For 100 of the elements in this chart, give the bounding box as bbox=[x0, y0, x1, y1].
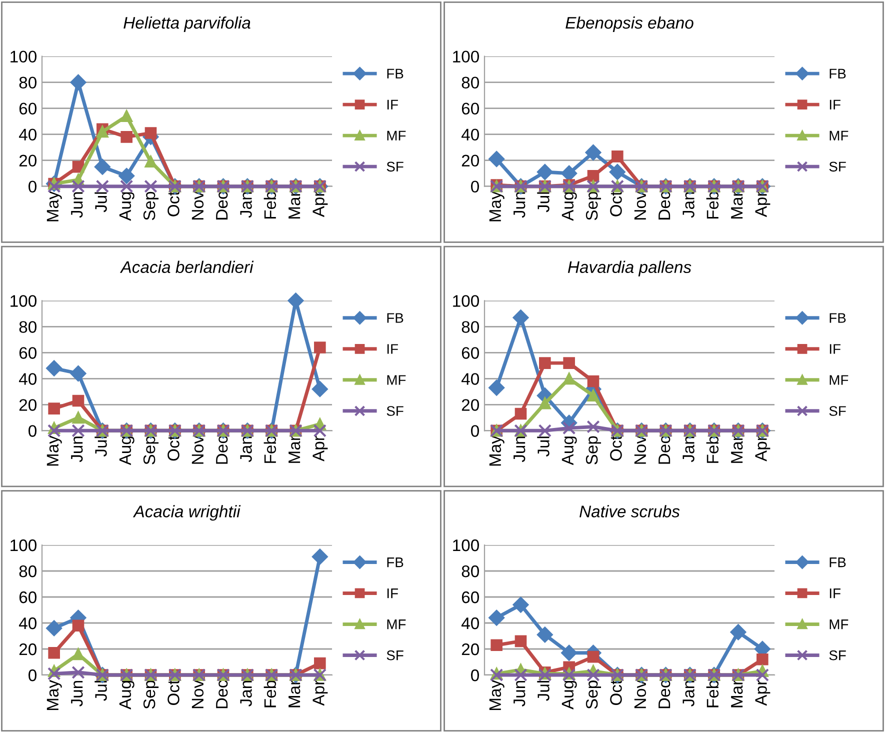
x-tick-label: Dec bbox=[216, 192, 228, 220]
legend-label: IF bbox=[830, 100, 840, 110]
x-tick-label: Dec bbox=[658, 680, 670, 708]
legend-label: SF bbox=[829, 406, 846, 416]
x-tick-label: Apr bbox=[755, 191, 770, 218]
legend-label: IF bbox=[387, 344, 398, 354]
y-tick-label: 20 bbox=[19, 154, 36, 167]
x-tick-label: Mar bbox=[731, 436, 743, 463]
y-tick-label: 100 bbox=[10, 539, 36, 552]
legend-label: MF bbox=[387, 375, 406, 385]
legend-label: FB bbox=[387, 68, 404, 78]
y-tick-label: 60 bbox=[19, 591, 36, 604]
legend-label: IF bbox=[387, 100, 398, 110]
x-tick-label: Jan bbox=[682, 192, 694, 218]
x-tick-label: Nov bbox=[192, 680, 204, 708]
y-tick-label: 0 bbox=[471, 669, 479, 682]
legend-label: MF bbox=[830, 620, 848, 630]
x-tick-label: Jan bbox=[682, 436, 694, 462]
y-tick-label: 60 bbox=[462, 591, 479, 604]
x-tick-label: Oct bbox=[610, 436, 622, 461]
x-tick-label: Dec bbox=[216, 680, 228, 708]
y-tick-label: 20 bbox=[462, 154, 479, 167]
x-tick-label: Apr bbox=[312, 680, 328, 706]
legend-label: IF bbox=[830, 344, 840, 354]
x-tick-label: Oct bbox=[168, 680, 180, 705]
y-tick-label: 100 bbox=[10, 295, 36, 307]
x-tick-label: Nov bbox=[192, 191, 204, 220]
x-tick-label: Jan bbox=[240, 680, 252, 706]
y-tick-label: 20 bbox=[19, 399, 36, 411]
legend-label: MF bbox=[830, 130, 848, 140]
x-tick-label: Mar bbox=[731, 191, 743, 219]
x-tick-label: Aug bbox=[562, 680, 577, 710]
y-tick-label: 0 bbox=[28, 669, 36, 682]
x-tick-label: Oct bbox=[610, 680, 622, 705]
y-tick-label: 100 bbox=[10, 50, 36, 63]
y-tick-label: 20 bbox=[462, 399, 479, 411]
x-tick-label: Oct bbox=[168, 191, 180, 216]
x-tick-label: May bbox=[46, 680, 62, 710]
x-tick-label: Mar bbox=[288, 680, 300, 708]
y-tick-label: 20 bbox=[19, 643, 36, 656]
y-tick-label: 0 bbox=[28, 425, 36, 437]
x-tick-label: Feb bbox=[264, 436, 276, 463]
legend-label: IF bbox=[387, 588, 398, 598]
x-tick-label: Jul bbox=[94, 680, 107, 701]
x-tick-label: Aug bbox=[562, 192, 577, 221]
x-tick-label: Apr bbox=[312, 436, 328, 462]
x-tick-label: Sep bbox=[586, 436, 602, 464]
chart-title: Havardia pallens bbox=[568, 260, 692, 276]
x-tick-label: Jul bbox=[94, 192, 107, 212]
chart-title: Native scrubs bbox=[580, 505, 680, 518]
x-tick-label: Feb bbox=[264, 680, 276, 708]
x-tick-label: Jun bbox=[71, 680, 83, 706]
x-tick-label: Dec bbox=[658, 192, 670, 220]
y-tick-label: 0 bbox=[471, 180, 479, 193]
legend-label: SF bbox=[829, 650, 846, 660]
x-tick-label: Mar bbox=[731, 680, 743, 708]
x-tick-label: Jan bbox=[682, 680, 694, 706]
x-tick-label: May bbox=[46, 191, 62, 222]
legend-label: FB bbox=[830, 313, 846, 323]
x-tick-label: Feb bbox=[706, 680, 719, 708]
x-tick-label: Sep bbox=[586, 192, 602, 220]
x-tick-label: Jan bbox=[240, 436, 252, 462]
chart-title: Acacia berlandieri bbox=[120, 260, 254, 274]
legend-label: SF bbox=[386, 650, 404, 660]
x-tick-label: Oct bbox=[610, 191, 622, 216]
y-tick-label: 40 bbox=[461, 128, 479, 141]
x-tick-label: Aug bbox=[119, 436, 134, 466]
x-tick-label: Jul bbox=[537, 192, 550, 212]
x-tick-label: Aug bbox=[562, 436, 577, 466]
x-tick-label: Dec bbox=[658, 436, 670, 464]
legend-label: FB bbox=[387, 313, 404, 323]
x-tick-label: Jul bbox=[537, 436, 550, 457]
legend-label: FB bbox=[830, 558, 846, 568]
x-tick-label: Jul bbox=[537, 680, 550, 701]
y-tick-label: 40 bbox=[18, 373, 36, 385]
x-tick-label: May bbox=[489, 191, 504, 222]
chart-title: Acacia wrightii bbox=[132, 505, 241, 521]
x-tick-label: Jun bbox=[71, 192, 83, 218]
x-tick-label: Dec bbox=[216, 436, 228, 464]
x-tick-label: May bbox=[489, 680, 504, 710]
x-tick-label: Mar bbox=[288, 191, 300, 219]
x-tick-label: Jun bbox=[514, 436, 526, 462]
legend-label: FB bbox=[387, 558, 404, 568]
x-tick-label: May bbox=[489, 436, 504, 466]
y-tick-label: 60 bbox=[462, 102, 479, 115]
chart-title: Helietta parvifolia bbox=[124, 16, 250, 32]
x-tick-label: Aug bbox=[119, 680, 134, 710]
x-tick-label: Sep bbox=[143, 192, 159, 220]
legend-label: SF bbox=[386, 162, 404, 172]
y-tick-label: 80 bbox=[462, 321, 479, 333]
x-tick-label: Feb bbox=[264, 192, 276, 219]
x-tick-label: Mar bbox=[288, 436, 300, 463]
x-tick-label: Apr bbox=[755, 680, 770, 706]
x-tick-label: Jan bbox=[240, 192, 252, 218]
legend-label: MF bbox=[387, 130, 406, 140]
x-tick-label: Nov bbox=[192, 436, 204, 464]
x-tick-label: Apr bbox=[755, 436, 770, 462]
y-tick-label: 100 bbox=[453, 539, 479, 552]
y-tick-label: 0 bbox=[28, 180, 36, 193]
x-tick-label: Sep bbox=[143, 680, 159, 709]
